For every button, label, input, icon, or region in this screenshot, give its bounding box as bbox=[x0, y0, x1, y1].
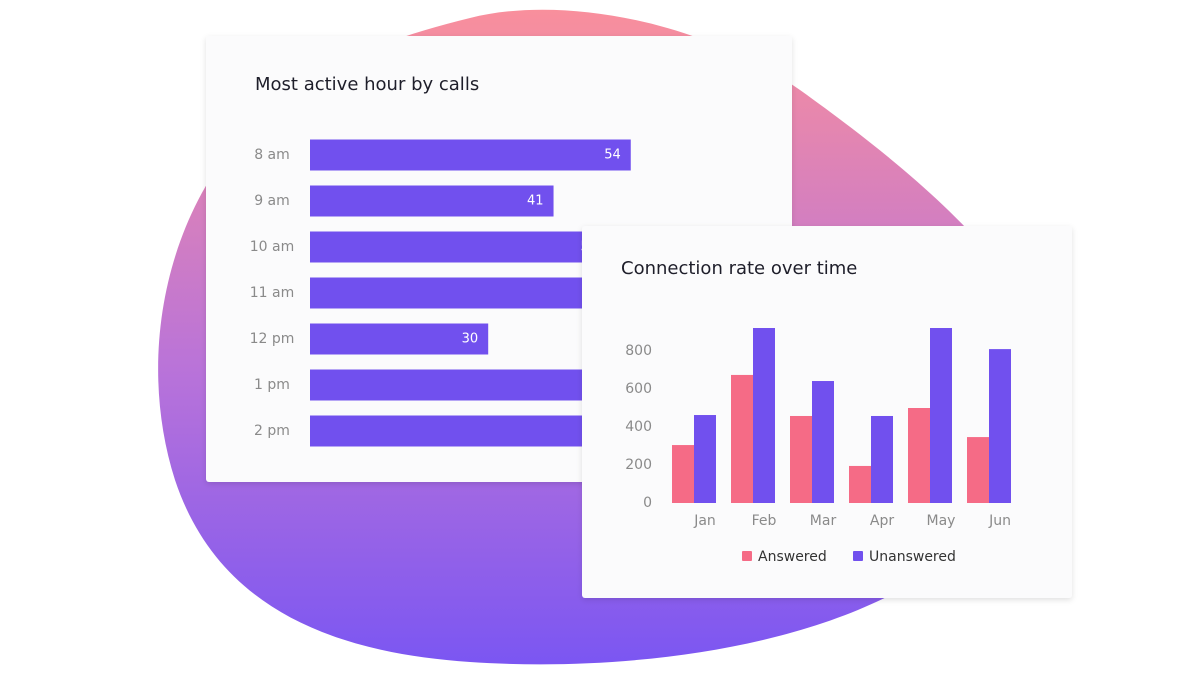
y-tick-label: 800 bbox=[625, 343, 652, 359]
category-label: 10 am bbox=[250, 239, 294, 255]
y-tick-label: 200 bbox=[625, 457, 652, 473]
y-tick-label: 0 bbox=[643, 495, 652, 511]
x-tick-label: Apr bbox=[870, 513, 894, 529]
category-label: 2 pm bbox=[254, 423, 290, 439]
category-label: 12 pm bbox=[250, 331, 295, 347]
bar bbox=[310, 231, 607, 263]
legend-label: Answered bbox=[758, 549, 827, 565]
chart-title: Connection rate over time bbox=[621, 258, 857, 279]
bar bbox=[310, 139, 631, 171]
bar bbox=[790, 415, 812, 503]
legend-swatch bbox=[853, 551, 863, 561]
bar bbox=[871, 415, 893, 503]
y-tick-label: 600 bbox=[625, 381, 652, 397]
bar bbox=[908, 408, 930, 503]
bar bbox=[967, 437, 989, 503]
bar bbox=[849, 465, 871, 503]
bar bbox=[753, 328, 775, 503]
value-label: 30 bbox=[462, 332, 479, 347]
x-tick-label: Jan bbox=[693, 513, 716, 529]
bar bbox=[930, 328, 952, 503]
bar bbox=[310, 323, 489, 355]
chart-title: Most active hour by calls bbox=[255, 74, 479, 95]
legend-label: Unanswered bbox=[869, 549, 956, 565]
x-tick-label: Mar bbox=[810, 513, 837, 529]
bar bbox=[310, 185, 554, 217]
legend-swatch bbox=[742, 551, 752, 561]
bar bbox=[694, 415, 716, 503]
x-tick-label: Jun bbox=[988, 513, 1011, 529]
category-label: 9 am bbox=[254, 193, 290, 209]
bar bbox=[989, 349, 1011, 503]
x-tick-label: May bbox=[927, 513, 956, 529]
x-tick-label: Feb bbox=[752, 513, 777, 529]
bar bbox=[812, 381, 834, 503]
column-chart: Connection rate over time 0 200 400 600 800 Ja… bbox=[621, 258, 1011, 565]
y-tick-label: 400 bbox=[625, 419, 652, 435]
value-label: 54 bbox=[604, 148, 621, 163]
category-label: 1 pm bbox=[254, 377, 290, 393]
bar bbox=[672, 445, 694, 503]
value-label: 41 bbox=[527, 194, 544, 209]
category-label: 11 am bbox=[250, 285, 294, 301]
bar bbox=[731, 374, 753, 503]
category-label: 8 am bbox=[254, 147, 290, 163]
